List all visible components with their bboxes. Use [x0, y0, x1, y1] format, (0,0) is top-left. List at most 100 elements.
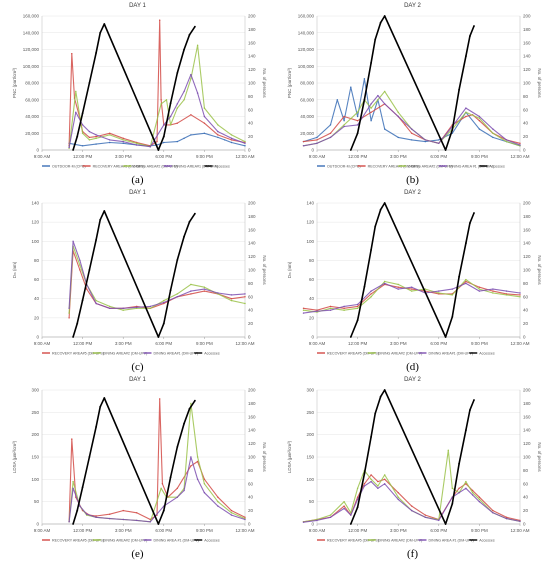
data-point-accesses — [72, 336, 74, 338]
y2-tick-label: 60 — [523, 107, 529, 112]
data-point-accesses — [356, 506, 359, 509]
data-point-outdoor — [397, 136, 399, 139]
y-tick-label: 60,000 — [25, 97, 39, 102]
legend-label: DINING AREA#1 (DM-UFV) — [154, 351, 199, 355]
data-point-dining1 — [190, 73, 192, 76]
data-point-recovery — [230, 509, 233, 512]
data-point-dining1 — [438, 290, 440, 292]
data-point-dining1 — [505, 290, 508, 292]
x-tick-label: 6:00 PM — [430, 154, 447, 159]
data-point-recovery — [478, 496, 481, 498]
data-point-dining1 — [329, 516, 332, 518]
y-tick-label: 250 — [306, 410, 314, 415]
data-point-recovery — [492, 290, 494, 292]
x-tick-label: 12:00 PM — [73, 528, 93, 533]
y-tick-label: 40,000 — [300, 114, 314, 119]
y2-tick-label: 0 — [523, 148, 526, 153]
series-line-dining1 — [68, 456, 246, 523]
data-point-dining1 — [81, 124, 84, 126]
data-point-recovery — [68, 317, 70, 319]
data-point-dining2 — [203, 286, 206, 288]
data-point-dining2 — [160, 103, 162, 105]
y2-tick-label: 40 — [248, 121, 254, 126]
data-point-dining1 — [519, 144, 521, 146]
chart-b: 0 20,000 40,000 60,000 80,000 100,000 120,000 1… — [287, 14, 542, 169]
panel-e: 0 50 100 150 200 250 300 0 20 40 60 80 100 120 140 160 1… — [0, 374, 275, 561]
data-point-recovery — [370, 474, 372, 476]
data-point-dining2 — [160, 487, 162, 489]
data-point-dining2 — [79, 264, 81, 266]
panel-d: 0 20 40 60 80 100 120 140 0 20 40 60 80 100 120 140 160 1… — [275, 187, 550, 374]
data-point-recovery — [109, 132, 111, 134]
data-point-dining2 — [176, 107, 178, 109]
data-point-dining2 — [451, 294, 453, 296]
data-point-dining2 — [343, 124, 345, 126]
data-point-recovery — [356, 305, 359, 308]
data-point-dining2 — [478, 288, 481, 290]
data-point-recovery — [244, 296, 246, 298]
data-point-dining2 — [109, 134, 111, 136]
x-tick-label: 6:00 PM — [430, 341, 447, 346]
y-tick-label: 20,000 — [25, 131, 39, 136]
y-tick-label: 80,000 — [25, 81, 39, 86]
data-point-dining2 — [88, 139, 91, 141]
data-point-outdoor — [176, 140, 178, 143]
y-tick-label: 150 — [31, 455, 39, 460]
data-point-recovery — [505, 516, 508, 518]
data-point-accesses — [188, 220, 191, 223]
y2-tick-label: 140 — [523, 54, 531, 59]
series-line-recovery — [68, 398, 246, 522]
data-point-accesses — [176, 72, 179, 74]
data-point-dining1 — [244, 293, 246, 295]
y2-tick-label: 180 — [523, 401, 531, 406]
y2-tick-label: 200 — [248, 14, 256, 19]
data-point-dining2 — [244, 302, 246, 305]
data-point-accesses — [383, 389, 386, 391]
data-point-dining1 — [478, 501, 481, 503]
y2-tick-label: 60 — [248, 107, 254, 112]
y2-tick-label: 120 — [248, 441, 256, 446]
data-point-dining1 — [183, 489, 185, 492]
y-tick-label: 140,000 — [23, 30, 40, 35]
data-point-dining1 — [424, 516, 426, 518]
chart-a: 0 20,000 40,000 60,000 80,000 100,000 120,000 1… — [12, 14, 267, 169]
y-tick-label: 120 — [306, 220, 314, 225]
data-point-dining2 — [492, 292, 494, 294]
data-point-accesses — [465, 429, 467, 432]
y-tick-label: 80 — [309, 258, 315, 263]
data-point-dining2 — [183, 99, 185, 101]
data-point-accesses — [469, 409, 471, 411]
data-point-dining1 — [176, 296, 178, 298]
legend-label: RECOVERY AREA#5 (DM-UFS) — [368, 164, 420, 168]
y2-tick-label: 80 — [523, 468, 529, 473]
series-line-recovery — [303, 474, 521, 523]
data-point-dining1 — [244, 518, 246, 521]
data-point-recovery — [302, 140, 305, 143]
y-tick-label: 50 — [34, 499, 40, 504]
x-tick-label: 3:00 PM — [390, 528, 407, 533]
x-tick-label: 9:00 AM — [34, 341, 51, 346]
data-point-accesses — [444, 149, 447, 151]
data-point-dining2 — [370, 296, 372, 298]
data-point-accesses — [95, 239, 97, 241]
legend-label: Accesses — [214, 164, 230, 168]
data-point-dining1 — [397, 115, 399, 118]
panel-label: (f) — [407, 548, 418, 560]
data-point-dining2 — [397, 111, 399, 114]
y2-tick-label: 200 — [523, 201, 531, 206]
data-point-accesses — [383, 202, 386, 204]
panel-b: 0 20,000 40,000 60,000 80,000 100,000 120,000 1… — [275, 0, 550, 187]
data-point-recovery — [316, 309, 318, 311]
y-tick-label: 100 — [306, 239, 314, 244]
data-point-dining1 — [79, 505, 81, 507]
y-tick-label: 60,000 — [300, 97, 314, 102]
y2-tick-label: 140 — [523, 241, 531, 246]
series-line-dining2 — [303, 90, 521, 147]
data-point-outdoor — [411, 139, 413, 141]
y2-tick-label: 0 — [523, 335, 526, 340]
data-point-dining1 — [438, 142, 440, 144]
data-point-outdoor — [217, 136, 219, 139]
data-point-dining1 — [397, 498, 399, 501]
y2-tick-label: 120 — [248, 67, 256, 72]
